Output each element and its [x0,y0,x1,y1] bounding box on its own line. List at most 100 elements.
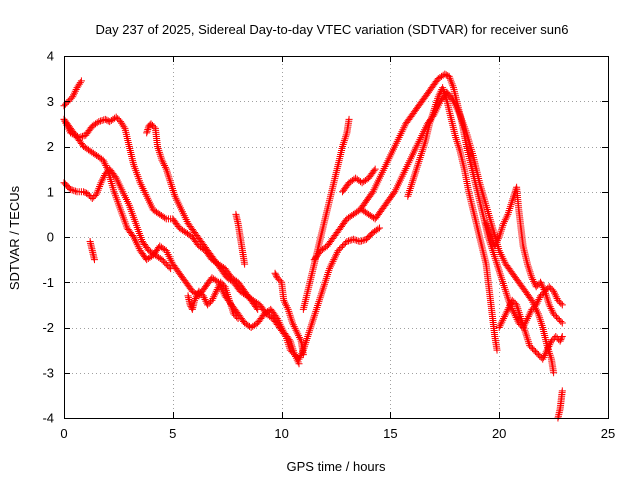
data-point [522,330,530,338]
data-point [192,293,200,301]
series-track-e [86,238,98,264]
data-point [161,163,169,171]
y-tick-label: 0 [47,230,54,245]
data-point [537,278,545,286]
y-tick-label: -4 [42,411,54,426]
data-point [537,318,545,326]
data-point [298,350,306,358]
data-point [510,310,518,318]
data-point [510,308,518,316]
data-point [287,313,295,321]
data-point [523,332,531,340]
data-point [345,115,353,123]
data-point [546,341,554,349]
data-point [78,132,86,140]
data-point [98,177,106,185]
x-tick-label: 0 [60,426,67,441]
data-point [275,275,283,283]
x-tick-label: 25 [601,426,615,441]
y-tick-label: 4 [47,49,54,64]
data-point [507,201,515,209]
data-point [217,278,225,286]
data-point [307,323,315,331]
data-point [524,313,532,321]
data-point [500,313,508,321]
data-point [408,181,416,189]
data-point [442,71,450,79]
data-point [331,254,339,262]
data-point [526,342,534,350]
data-point [489,249,497,257]
data-point [199,292,207,300]
data-point [330,256,338,264]
series-track-j [299,115,353,313]
data-point [371,165,379,173]
data-point [90,256,98,264]
data-point [512,314,520,322]
y-tick-label: 1 [47,184,54,199]
data-point [374,225,382,233]
data-point [195,287,203,295]
data-point [293,328,301,336]
data-point [204,301,212,309]
data-point [496,322,504,330]
data-point [498,225,506,233]
data-point [100,158,108,166]
data-point [191,295,199,303]
data-point [557,299,565,307]
data-point [513,315,521,323]
data-point [280,296,288,304]
x-tick-label: 10 [274,426,288,441]
data-point [339,242,347,250]
axis-tick-labels: 0 5 10 15 20 25 -4 -3 -2 -1 0 1 2 3 4 [42,49,615,442]
data-point [320,282,328,290]
data-point [411,171,419,179]
data-point [538,282,546,290]
y-tick-label: -3 [42,365,54,380]
data-point [289,349,297,357]
data-point [523,334,531,342]
data-point [346,236,354,244]
data-point [241,260,249,268]
data-point [537,280,545,288]
data-point [553,313,561,321]
data-point [538,290,546,298]
data-point [143,129,151,137]
data-point [491,242,499,250]
data-point [353,236,361,244]
data-point [547,353,555,361]
data-point [196,289,204,297]
data-point [545,283,553,291]
data-point [505,304,513,312]
series-track-c [60,115,303,368]
data-point [497,272,505,280]
series-track-m [358,88,558,377]
data-point [214,284,222,292]
data-point [112,113,120,121]
data-point [497,227,505,235]
data-point [417,152,425,160]
data-point [286,311,294,319]
data-point [317,292,325,300]
data-point [343,238,351,246]
series-track-l [339,165,379,196]
data-point [491,252,499,260]
data-point [99,175,107,183]
data-point [545,343,553,351]
data-point [321,278,329,286]
data-point [340,137,348,145]
data-point [213,285,221,293]
data-point [144,126,152,134]
data-point [556,337,564,345]
data-point [557,336,565,344]
data-point [494,262,502,270]
data-point [487,235,495,243]
data-point [272,271,280,279]
data-point [211,291,219,299]
data-point [66,96,74,104]
data-point [555,316,563,324]
data-point [342,131,350,139]
data-point [72,85,80,93]
data-point [419,144,427,152]
axis-ticks [64,56,609,419]
